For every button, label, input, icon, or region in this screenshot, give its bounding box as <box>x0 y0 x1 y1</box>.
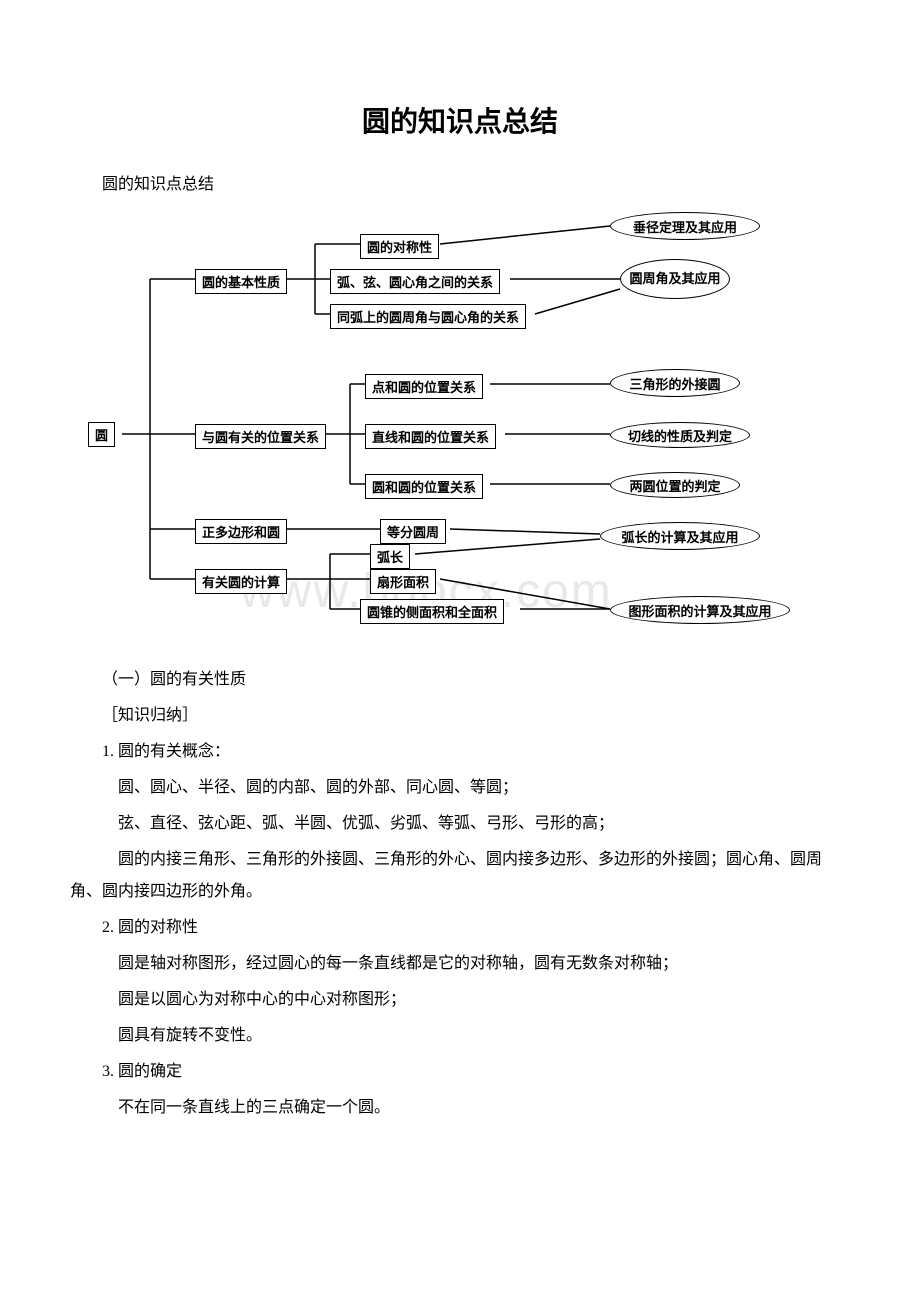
node-e6: 弧长的计算及其应用 <box>600 522 760 550</box>
page-title: 圆的知识点总结 <box>70 100 850 140</box>
node-c6: 圆和圆的位置关系 <box>365 474 483 499</box>
node-c10: 圆锥的侧面积和全面积 <box>360 599 504 624</box>
node-root: 圆 <box>88 422 115 447</box>
node-b1: 圆的基本性质 <box>195 269 287 294</box>
p1: 1. 圆的有关概念： <box>70 736 850 768</box>
body-text: （一）圆的有关性质 ［知识归纳］ 1. 圆的有关概念： 圆、圆心、半径、圆的内部… <box>70 664 850 1124</box>
node-b4: 有关圆的计算 <box>195 569 287 594</box>
p1c: 圆的内接三角形、三角形的外接圆、三角形的外心、圆内接多边形、多边形的外接圆；圆心… <box>70 844 850 908</box>
node-c5: 直线和圆的位置关系 <box>365 424 496 449</box>
section-sub: ［知识归纳］ <box>70 700 850 732</box>
p1a: 圆、圆心、半径、圆的内部、圆的外部、同心圆、等圆； <box>70 772 850 804</box>
p2b: 圆是以圆心为对称中心的中心对称图形； <box>70 984 850 1016</box>
node-e7: 图形面积的计算及其应用 <box>610 596 790 624</box>
p2a: 圆是轴对称图形，经过圆心的每一条直线都是它的对称轴，圆有无数条对称轴； <box>70 948 850 980</box>
concept-map: www.bdocx.com <box>80 214 840 634</box>
p2: 2. 圆的对称性 <box>70 912 850 944</box>
section-title: （一）圆的有关性质 <box>70 664 850 696</box>
node-c8: 弧长 <box>370 544 410 569</box>
node-c4: 点和圆的位置关系 <box>365 374 483 399</box>
node-e1: 垂径定理及其应用 <box>610 212 760 240</box>
p2c: 圆具有旋转不变性。 <box>70 1020 850 1052</box>
node-e4: 切线的性质及判定 <box>610 422 750 448</box>
node-e5: 两圆位置的判定 <box>610 472 740 498</box>
p3a: 不在同一条直线上的三点确定一个圆。 <box>70 1092 850 1124</box>
subtitle: 圆的知识点总结 <box>70 170 850 194</box>
p1b: 弦、直径、弦心距、弧、半圆、优弧、劣弧、等弧、弓形、弓形的高； <box>70 808 850 840</box>
node-c7: 等分圆周 <box>380 519 446 544</box>
node-c9: 扇形面积 <box>370 569 436 594</box>
node-c3: 同弧上的圆周角与圆心角的关系 <box>330 304 526 329</box>
node-e3: 三角形的外接圆 <box>610 369 740 397</box>
node-c1: 圆的对称性 <box>360 234 439 259</box>
node-c2: 弧、弦、圆心角之间的关系 <box>330 269 500 294</box>
node-b2: 与圆有关的位置关系 <box>195 424 326 449</box>
node-e2: 圆周角及其应用 <box>620 259 730 299</box>
p3: 3. 圆的确定 <box>70 1056 850 1088</box>
node-b3: 正多边形和圆 <box>195 519 287 544</box>
